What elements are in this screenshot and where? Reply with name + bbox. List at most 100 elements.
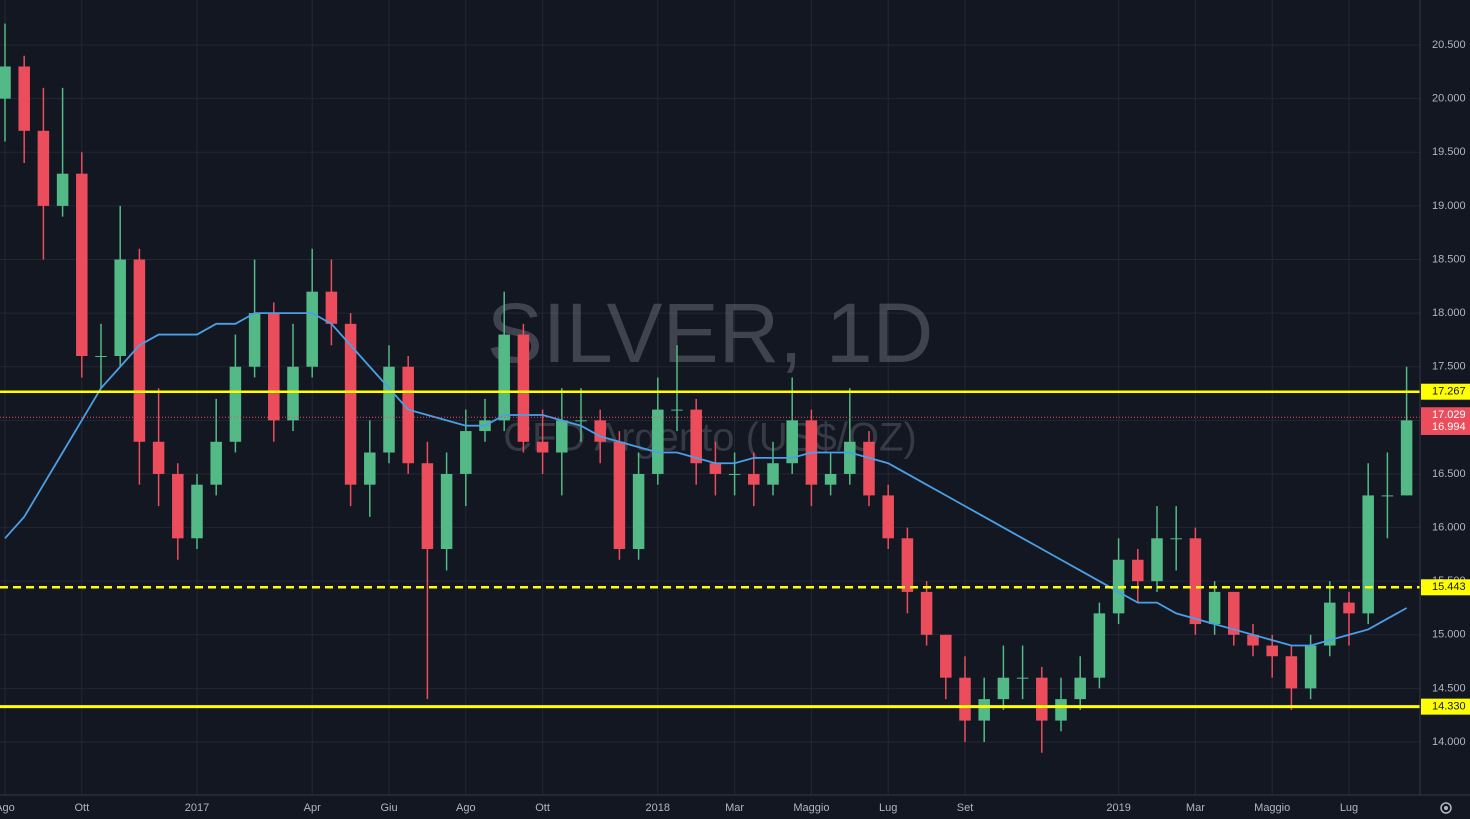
candle-body xyxy=(1400,420,1413,496)
candle-body xyxy=(556,420,568,453)
axes: 14.00014.50015.00015.50016.00016.50017.0… xyxy=(0,39,1470,814)
candle-body xyxy=(1170,538,1182,540)
candle-body xyxy=(978,699,990,721)
y-tick-label: 15.000 xyxy=(1432,629,1466,641)
price-label: 17.267 xyxy=(1432,386,1466,398)
candle-body xyxy=(402,366,414,464)
price-label-bg xyxy=(1421,579,1470,596)
x-tick-label: Set xyxy=(957,802,974,814)
candle-body xyxy=(786,420,798,464)
candle-body xyxy=(517,334,530,442)
candle-body xyxy=(920,591,933,635)
candle-body xyxy=(632,473,645,550)
candle-body xyxy=(364,452,376,485)
candle-body xyxy=(1228,591,1240,635)
candle-body xyxy=(709,463,722,474)
x-tick-label: Maggio xyxy=(1254,802,1290,814)
candle-body xyxy=(1036,677,1048,721)
candle-body xyxy=(325,291,338,324)
candle-body xyxy=(1093,613,1106,678)
candle-body xyxy=(728,473,741,475)
y-tick-label: 19.500 xyxy=(1432,146,1466,158)
price-label: 17.029 xyxy=(1432,409,1466,421)
x-tick-label: 2017 xyxy=(185,802,209,814)
plot xyxy=(0,23,1420,753)
x-tick-label: 2019 xyxy=(1106,802,1130,814)
y-tick-label: 18.500 xyxy=(1432,253,1466,265)
candle-body xyxy=(18,66,30,131)
y-tick-label: 18.000 xyxy=(1432,307,1466,319)
price-label: 14.330 xyxy=(1432,701,1466,713)
price-label-bg xyxy=(1421,698,1470,715)
candle-body xyxy=(690,409,702,464)
candle-body xyxy=(287,366,299,421)
y-tick-label: 17.500 xyxy=(1432,361,1466,373)
y-tick-label: 14.500 xyxy=(1432,682,1466,694)
x-tick-label: Lug xyxy=(879,802,897,814)
candle-body xyxy=(671,409,683,411)
candle-body xyxy=(901,538,914,592)
candle-body xyxy=(575,420,587,422)
candle-body xyxy=(940,634,952,678)
candle-body xyxy=(248,313,261,367)
candle-body xyxy=(1343,602,1355,614)
price-label-bg xyxy=(1421,383,1470,400)
candle-body xyxy=(229,366,242,442)
candle-body xyxy=(383,366,395,453)
candle-body xyxy=(613,441,626,550)
settings-icon[interactable] xyxy=(1440,802,1452,814)
x-tick-label: Apr xyxy=(304,802,321,814)
candle-body xyxy=(95,356,107,358)
y-tick-label: 16.500 xyxy=(1432,468,1466,480)
candle-body xyxy=(440,473,453,550)
candle-body xyxy=(844,441,856,474)
candle-body xyxy=(594,420,606,442)
candle-body xyxy=(652,409,664,474)
candle-body xyxy=(959,677,971,721)
x-tick-label: Giu xyxy=(380,802,397,814)
x-tick-label: Ott xyxy=(535,802,550,814)
candle-body xyxy=(882,495,894,539)
candle-body xyxy=(1324,602,1336,646)
candle-body xyxy=(1055,699,1067,721)
candle-body xyxy=(210,441,222,485)
candle-body xyxy=(172,473,184,539)
x-tick-label: Lug xyxy=(1340,802,1358,814)
x-tick-label: Mar xyxy=(725,802,744,814)
candle-body xyxy=(824,473,837,485)
candle-body xyxy=(767,463,779,485)
x-tick-label: Ago xyxy=(456,802,476,814)
price-label: 16.994 xyxy=(1432,421,1466,433)
candle-body xyxy=(344,323,357,485)
candle-body xyxy=(1381,495,1394,497)
watermark-title: SILVER, 1D xyxy=(487,286,934,380)
candle-body xyxy=(152,441,165,474)
candle-body xyxy=(1016,677,1029,679)
y-tick-label: 19.000 xyxy=(1432,200,1466,212)
x-tick-label: Maggio xyxy=(793,802,829,814)
y-tick-label: 20.500 xyxy=(1432,39,1466,51)
candle-body xyxy=(1189,538,1202,625)
candle-body xyxy=(114,259,126,357)
candle-body xyxy=(1074,677,1086,700)
candle-body xyxy=(56,173,69,206)
candle-body xyxy=(1247,634,1259,646)
candle-body xyxy=(536,441,549,453)
candle-body xyxy=(268,313,280,421)
candle-body xyxy=(1285,656,1298,689)
x-tick-label: Ago xyxy=(0,802,15,814)
y-tick-label: 16.000 xyxy=(1432,521,1466,533)
moving-average xyxy=(4,312,1408,647)
y-tick-label: 20.000 xyxy=(1432,93,1466,105)
candle-body xyxy=(133,259,146,442)
candle-body xyxy=(1132,559,1144,582)
candle-body xyxy=(76,173,88,357)
x-tick-label: Mar xyxy=(1186,802,1205,814)
y-tick-label: 14.000 xyxy=(1432,736,1466,748)
price-label-bg xyxy=(1421,418,1470,435)
candle-body xyxy=(1208,591,1221,625)
candle-body xyxy=(0,66,11,99)
candle-body xyxy=(1304,645,1317,689)
candle-body xyxy=(863,441,875,496)
